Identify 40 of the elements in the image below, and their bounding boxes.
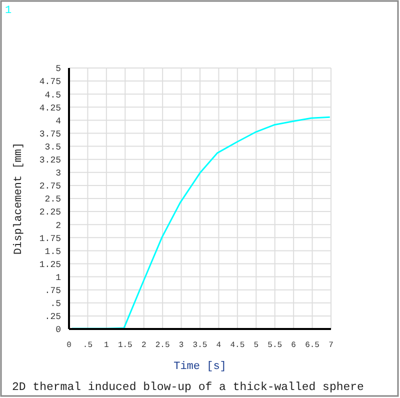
y-tick-label: 3.75 — [39, 129, 61, 140]
y-tick-label: .75 — [44, 286, 61, 296]
x-tick-label: 2 — [141, 341, 146, 350]
y-tick-label: 4.75 — [39, 77, 61, 88]
x-tick-label: 5.5 — [268, 341, 282, 350]
x-tick-label: 6 — [291, 341, 296, 350]
text: 1 — [5, 5, 12, 17]
y-tick-label: .25 — [44, 312, 61, 322]
y-tick-label: 2.75 — [39, 182, 61, 192]
y-tick-label: 0 — [56, 325, 61, 336]
x-axis-title: Time [s] — [174, 361, 226, 373]
x-tick-label: 6.5 — [305, 341, 320, 350]
x-tick-label: 4.5 — [230, 341, 245, 350]
x-tick-label: 0 — [66, 341, 72, 350]
y-tick-label: 1.5 — [44, 246, 61, 257]
y-axis-title: Displacement [mm] — [12, 142, 25, 255]
y-tick-label: 4.5 — [44, 90, 61, 100]
y-tick-label: 2.5 — [44, 194, 61, 205]
x-tick-label: 3.5 — [192, 341, 208, 350]
y-tick-label: 3 — [56, 168, 61, 179]
y-tick-label: .5 — [50, 299, 61, 310]
y-tick-label: 1 — [56, 272, 61, 283]
y-tick-label: 1.25 — [39, 260, 61, 270]
text: 2D thermal induced blow-up of a thick-walled sphere — [12, 381, 364, 394]
x-tick-label: 3 — [178, 341, 184, 350]
x-tick-label: 2.5 — [155, 341, 170, 350]
x-tick-label: 7 — [328, 341, 334, 350]
x-tick-label: 1.5 — [118, 341, 133, 350]
x-tick-label: 5 — [254, 341, 259, 350]
y-tick-label: 4.25 — [39, 103, 61, 114]
y-tick-label: 2.25 — [39, 208, 61, 218]
x-tick-label: 4 — [216, 341, 222, 350]
y-tick-label: 3.5 — [44, 142, 61, 152]
y-tick-label: 2 — [56, 220, 61, 231]
y-tick-label: 3.25 — [39, 156, 61, 166]
y-tick-label: 5 — [56, 64, 61, 74]
x-tick-label: 1 — [104, 341, 110, 350]
y-tick-label: 1.75 — [39, 234, 61, 244]
x-tick-label: .5 — [82, 341, 93, 350]
y-tick-label: 4 — [56, 116, 61, 126]
